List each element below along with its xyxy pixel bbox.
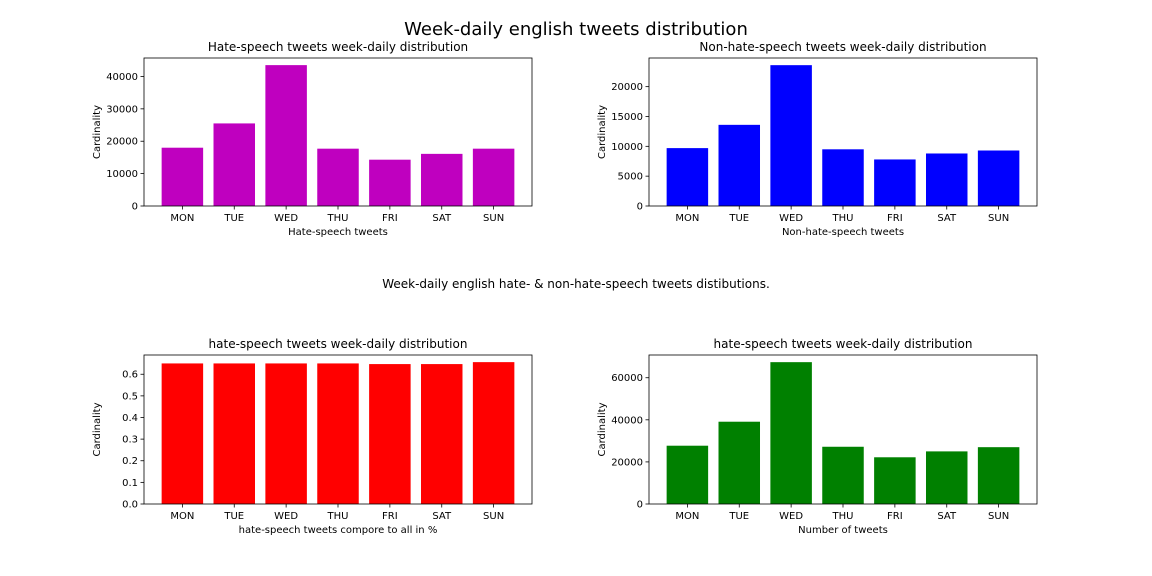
y-axis-label: Cardinality (597, 402, 608, 456)
chart-panel-non-hate-speech: Non-hate-speech tweets week-daily distri… (597, 40, 1038, 238)
bar-wed (265, 65, 307, 206)
bar-tue (213, 363, 256, 504)
x-tick-label: WED (779, 511, 803, 522)
x-tick-label: SAT (937, 511, 957, 522)
bar-wed (265, 363, 307, 504)
x-tick-label: FRI (887, 213, 903, 224)
x-tick-label: MON (675, 511, 699, 522)
bar-fri (874, 457, 916, 504)
y-tick-label: 0.0 (122, 500, 138, 511)
y-axis-label: Cardinality (92, 105, 103, 159)
bar-sun (472, 362, 515, 504)
bar-mon (666, 148, 709, 206)
x-tick-label: SUN (483, 213, 504, 224)
bar-sat (925, 451, 968, 504)
bar-thu (317, 363, 359, 504)
y-tick-label: 0.3 (122, 435, 138, 446)
y-tick-label: 20000 (611, 457, 643, 468)
y-tick-label: 20000 (106, 137, 138, 148)
bar-sat (925, 153, 968, 206)
y-tick-label: 0.2 (122, 456, 138, 467)
x-tick-label: MON (170, 511, 194, 522)
bar-thu (317, 148, 359, 206)
y-tick-label: 0 (132, 202, 138, 213)
y-tick-label: 5000 (618, 172, 643, 183)
bar-wed (770, 362, 812, 504)
x-axis-label: Non-hate-speech tweets (782, 227, 904, 238)
bar-mon (161, 363, 204, 504)
y-tick-label: 0.4 (122, 413, 138, 424)
x-tick-label: MON (170, 213, 194, 224)
y-tick-label: 0 (637, 202, 643, 213)
figure-suptitle: Week-daily english tweets distribution (404, 19, 748, 40)
bar-tue (213, 123, 256, 206)
x-axis-label: hate-speech tweets compore to all in % (239, 525, 438, 536)
x-tick-label: TUE (728, 511, 749, 522)
x-tick-label: WED (274, 511, 298, 522)
chart-title: hate-speech tweets week-daily distributi… (209, 337, 468, 351)
bar-mon (666, 445, 709, 504)
x-tick-label: WED (274, 213, 298, 224)
bar-sat (420, 153, 463, 206)
bar-thu (822, 446, 864, 504)
x-axis-label: Number of tweets (798, 525, 888, 536)
bar-tue (718, 421, 761, 504)
y-tick-label: 30000 (106, 104, 138, 115)
x-tick-label: SAT (937, 213, 957, 224)
x-tick-label: THU (327, 511, 349, 522)
x-tick-label: TUE (728, 213, 749, 224)
x-tick-label: SAT (432, 213, 452, 224)
x-tick-label: THU (832, 511, 854, 522)
bar-sat (420, 364, 463, 504)
y-tick-label: 15000 (611, 112, 643, 123)
x-tick-label: WED (779, 213, 803, 224)
bar-tue (718, 124, 761, 206)
y-tick-label: 0.6 (122, 370, 138, 381)
y-tick-label: 40000 (106, 72, 138, 83)
x-tick-label: TUE (223, 511, 244, 522)
chart-panel-hate-speech-percent: hate-speech tweets week-daily distributi… (92, 337, 533, 536)
bar-sun (472, 148, 515, 206)
y-axis-label: Cardinality (597, 105, 608, 159)
chart-panel-hate-speech: Hate-speech tweets week-daily distributi… (92, 40, 533, 238)
bar-fri (369, 159, 411, 206)
chart-title: Hate-speech tweets week-daily distributi… (208, 40, 468, 54)
y-axis-label: Cardinality (92, 402, 103, 456)
x-tick-label: TUE (223, 213, 244, 224)
y-tick-label: 40000 (611, 415, 643, 426)
bar-sun (977, 150, 1020, 206)
bar-wed (770, 65, 812, 207)
bar-thu (822, 149, 864, 206)
y-tick-label: 0 (637, 500, 643, 511)
y-tick-label: 20000 (611, 82, 643, 93)
x-tick-label: FRI (382, 213, 398, 224)
y-tick-label: 60000 (611, 373, 643, 384)
x-tick-label: SUN (988, 213, 1009, 224)
bar-fri (369, 364, 411, 504)
y-tick-label: 10000 (611, 142, 643, 153)
x-tick-label: THU (832, 213, 854, 224)
x-tick-label: FRI (887, 511, 903, 522)
x-tick-label: THU (327, 213, 349, 224)
bar-fri (874, 159, 916, 206)
y-tick-label: 0.5 (122, 391, 138, 402)
x-axis-label: Hate-speech tweets (288, 227, 388, 238)
x-tick-label: SUN (988, 511, 1009, 522)
chart-panel-number-of-tweets: hate-speech tweets week-daily distributi… (597, 337, 1038, 536)
figure-midtext: Week-daily english hate- & non-hate-spee… (382, 277, 770, 291)
chart-title: Non-hate-speech tweets week-daily distri… (699, 40, 986, 54)
y-tick-label: 10000 (106, 169, 138, 180)
x-tick-label: SUN (483, 511, 504, 522)
chart-title: hate-speech tweets week-daily distributi… (714, 337, 973, 351)
x-tick-label: MON (675, 213, 699, 224)
bar-mon (161, 147, 204, 206)
bar-sun (977, 447, 1020, 504)
x-tick-label: SAT (432, 511, 452, 522)
y-tick-label: 0.1 (122, 478, 138, 489)
x-tick-label: FRI (382, 511, 398, 522)
